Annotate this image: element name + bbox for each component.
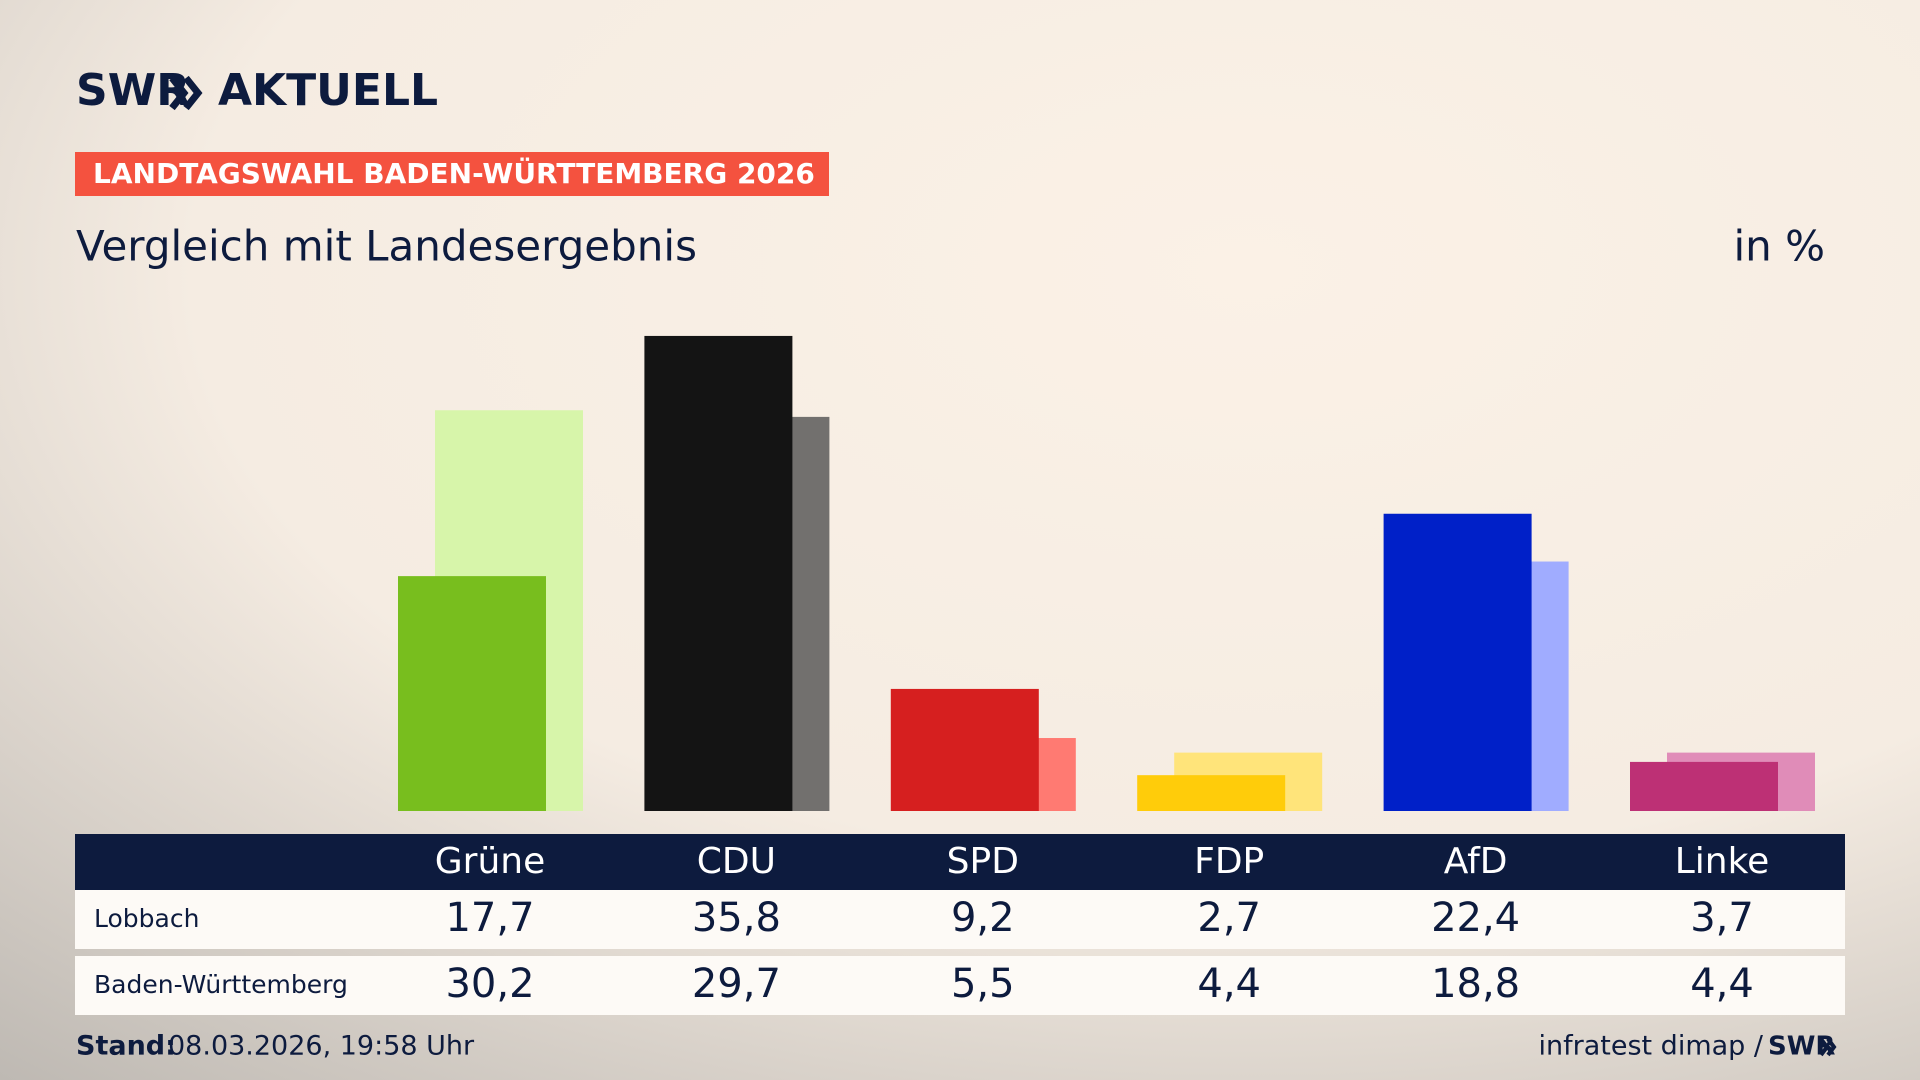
value-label: 3,7 bbox=[1690, 895, 1754, 941]
bars bbox=[398, 335, 1815, 811]
legend-label: Lobbach bbox=[94, 904, 199, 933]
banner-bg bbox=[75, 152, 829, 196]
category-label: FDP bbox=[1194, 841, 1264, 882]
legend-label: Baden-Württemberg bbox=[94, 970, 348, 999]
category-label: Grüne bbox=[435, 841, 545, 882]
bar bbox=[644, 335, 793, 811]
value-label: 4,4 bbox=[1690, 961, 1754, 1007]
footer-chevrons bbox=[1819, 1037, 1837, 1057]
bar bbox=[1630, 761, 1778, 811]
value-label: 30,2 bbox=[445, 961, 534, 1007]
value-label: 35,8 bbox=[692, 895, 781, 941]
table-row bbox=[75, 956, 1845, 1015]
table-row bbox=[75, 890, 1845, 949]
value-label: 22,4 bbox=[1431, 895, 1520, 941]
value-label: 17,7 bbox=[445, 895, 534, 941]
category-label: CDU bbox=[697, 841, 776, 882]
value-label: 5,5 bbox=[951, 961, 1015, 1007]
stand-value: 08.03.2026, 19:58 Uhr bbox=[168, 1031, 475, 1062]
category-label: SPD bbox=[947, 841, 1019, 882]
logo-name: AKTUELL bbox=[218, 65, 438, 116]
stand-label: Stand: bbox=[76, 1031, 176, 1062]
bar bbox=[1383, 513, 1532, 811]
value-label: 2,7 bbox=[1197, 895, 1261, 941]
bar bbox=[398, 576, 546, 811]
bar bbox=[890, 688, 1039, 811]
bar bbox=[1137, 775, 1286, 811]
banner: LANDTAGSWAHL BADEN-WÜRTTEMBERG 2026 bbox=[93, 156, 815, 190]
logo: SWR AKTUELL bbox=[76, 65, 438, 116]
value-label: 18,8 bbox=[1431, 961, 1520, 1007]
chart-title: Vergleich mit Landesergebnis bbox=[76, 222, 697, 271]
value-label: 4,4 bbox=[1197, 961, 1261, 1007]
unit: in % bbox=[1733, 222, 1825, 271]
table: Grüne 17,7 30,2 CDU 35,8 29,7 SPD 9,2 5,5 FDP 2,7 4… bbox=[94, 841, 1769, 1007]
category-label: AfD bbox=[1444, 841, 1508, 882]
source: infratest dimap / bbox=[1538, 1031, 1763, 1062]
value-label: 9,2 bbox=[951, 895, 1015, 941]
table-header bbox=[75, 834, 1845, 890]
logo-chevrons bbox=[169, 75, 203, 111]
category-label: Linke bbox=[1675, 841, 1770, 882]
logo-brand: SWR bbox=[76, 65, 190, 116]
value-label: 29,7 bbox=[692, 961, 781, 1007]
